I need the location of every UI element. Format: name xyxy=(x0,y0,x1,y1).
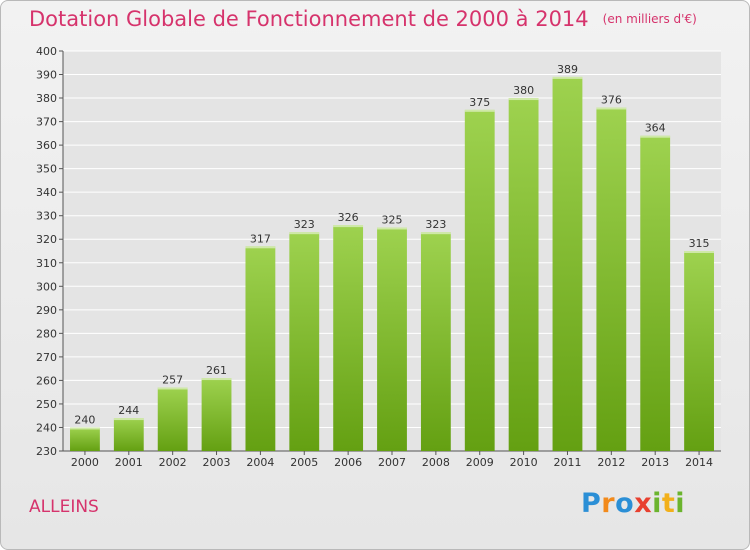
bar-highlight xyxy=(157,387,188,390)
y-tick-label: 390 xyxy=(36,69,57,82)
chart-title-text: Dotation Globale de Fonctionnement de 20… xyxy=(29,7,589,31)
y-tick-label: 290 xyxy=(36,304,57,317)
y-tick-label: 230 xyxy=(36,445,57,458)
y-tick-label: 260 xyxy=(36,374,57,387)
bar-highlight xyxy=(596,107,627,110)
bar-2007 xyxy=(377,227,407,451)
bar-2011 xyxy=(552,76,583,451)
bar-2010 xyxy=(508,98,539,451)
y-tick-label: 310 xyxy=(36,257,57,270)
value-label-2004: 317 xyxy=(250,232,271,245)
value-label-2008: 323 xyxy=(425,218,446,231)
x-tick-label-2001: 2001 xyxy=(115,456,143,469)
bar-highlight xyxy=(420,232,451,235)
value-label-2014: 315 xyxy=(689,237,710,250)
value-label-2006: 326 xyxy=(338,211,359,224)
bar-highlight xyxy=(333,225,364,228)
x-tick-label-2014: 2014 xyxy=(685,456,713,469)
bar-highlight xyxy=(377,227,407,230)
bar-highlight xyxy=(289,232,320,235)
x-tick-label-2006: 2006 xyxy=(334,456,362,469)
chart-title: Dotation Globale de Fonctionnement de 20… xyxy=(29,7,697,31)
proxiti-logo: Proxiti xyxy=(581,488,686,519)
bar-highlight xyxy=(70,427,100,430)
bar-2008 xyxy=(420,232,451,451)
y-tick-label: 330 xyxy=(36,210,57,223)
bar-2014 xyxy=(684,251,714,451)
bar-2006 xyxy=(333,225,364,451)
chart-unit: (en milliers d'€) xyxy=(602,12,697,26)
bar-2012 xyxy=(596,107,627,452)
y-tick-label: 280 xyxy=(36,327,57,340)
value-label-2003: 261 xyxy=(206,364,227,377)
value-label-2005: 323 xyxy=(294,218,315,231)
value-label-2009: 375 xyxy=(469,96,490,109)
value-label-2013: 364 xyxy=(645,122,666,135)
bar-2009 xyxy=(464,109,495,451)
y-tick-label: 370 xyxy=(36,116,57,129)
y-tick-label: 240 xyxy=(36,421,57,434)
bar-highlight xyxy=(245,246,276,249)
bar-2004 xyxy=(245,246,276,451)
x-tick-label-2011: 2011 xyxy=(553,456,581,469)
commune-name: ALLEINS xyxy=(29,497,99,517)
y-tick-label: 320 xyxy=(36,233,57,246)
bar-highlight xyxy=(113,418,144,421)
y-tick-label: 300 xyxy=(36,280,57,293)
x-tick-label-2002: 2002 xyxy=(159,456,187,469)
x-tick-label-2010: 2010 xyxy=(510,456,538,469)
bar-highlight xyxy=(201,378,232,381)
y-tick-label: 400 xyxy=(36,45,57,58)
bar-highlight xyxy=(464,109,495,112)
x-tick-label-2007: 2007 xyxy=(378,456,406,469)
bar-2005 xyxy=(289,232,320,451)
bar-highlight xyxy=(552,76,583,79)
x-tick-label-2013: 2013 xyxy=(641,456,669,469)
value-label-2010: 380 xyxy=(513,84,534,97)
y-tick-label: 340 xyxy=(36,186,57,199)
bar-highlight xyxy=(640,135,671,138)
x-tick-label-2009: 2009 xyxy=(466,456,494,469)
value-label-2011: 389 xyxy=(557,63,578,76)
y-tick-label: 270 xyxy=(36,351,57,364)
value-label-2001: 244 xyxy=(118,404,139,417)
y-tick-label: 360 xyxy=(36,139,57,152)
y-tick-label: 380 xyxy=(36,92,57,105)
y-tick-label: 350 xyxy=(36,163,57,176)
value-label-2000: 240 xyxy=(74,413,95,426)
bar-highlight xyxy=(684,251,714,253)
value-label-2002: 257 xyxy=(162,373,183,386)
x-tick-label-2008: 2008 xyxy=(422,456,450,469)
bar-2001 xyxy=(113,418,144,451)
bar-2013 xyxy=(640,135,671,452)
x-tick-label-2004: 2004 xyxy=(246,456,274,469)
value-label-2007: 325 xyxy=(382,213,403,226)
y-tick-label: 250 xyxy=(36,398,57,411)
x-tick-label-2005: 2005 xyxy=(290,456,318,469)
bar-2002 xyxy=(157,387,188,451)
x-tick-label-2003: 2003 xyxy=(203,456,231,469)
bar-2000 xyxy=(70,427,100,451)
value-label-2012: 376 xyxy=(601,93,622,106)
bar-highlight xyxy=(508,98,539,101)
x-tick-label-2012: 2012 xyxy=(597,456,625,469)
bar-2003 xyxy=(201,378,232,451)
x-tick-label-2000: 2000 xyxy=(71,456,99,469)
